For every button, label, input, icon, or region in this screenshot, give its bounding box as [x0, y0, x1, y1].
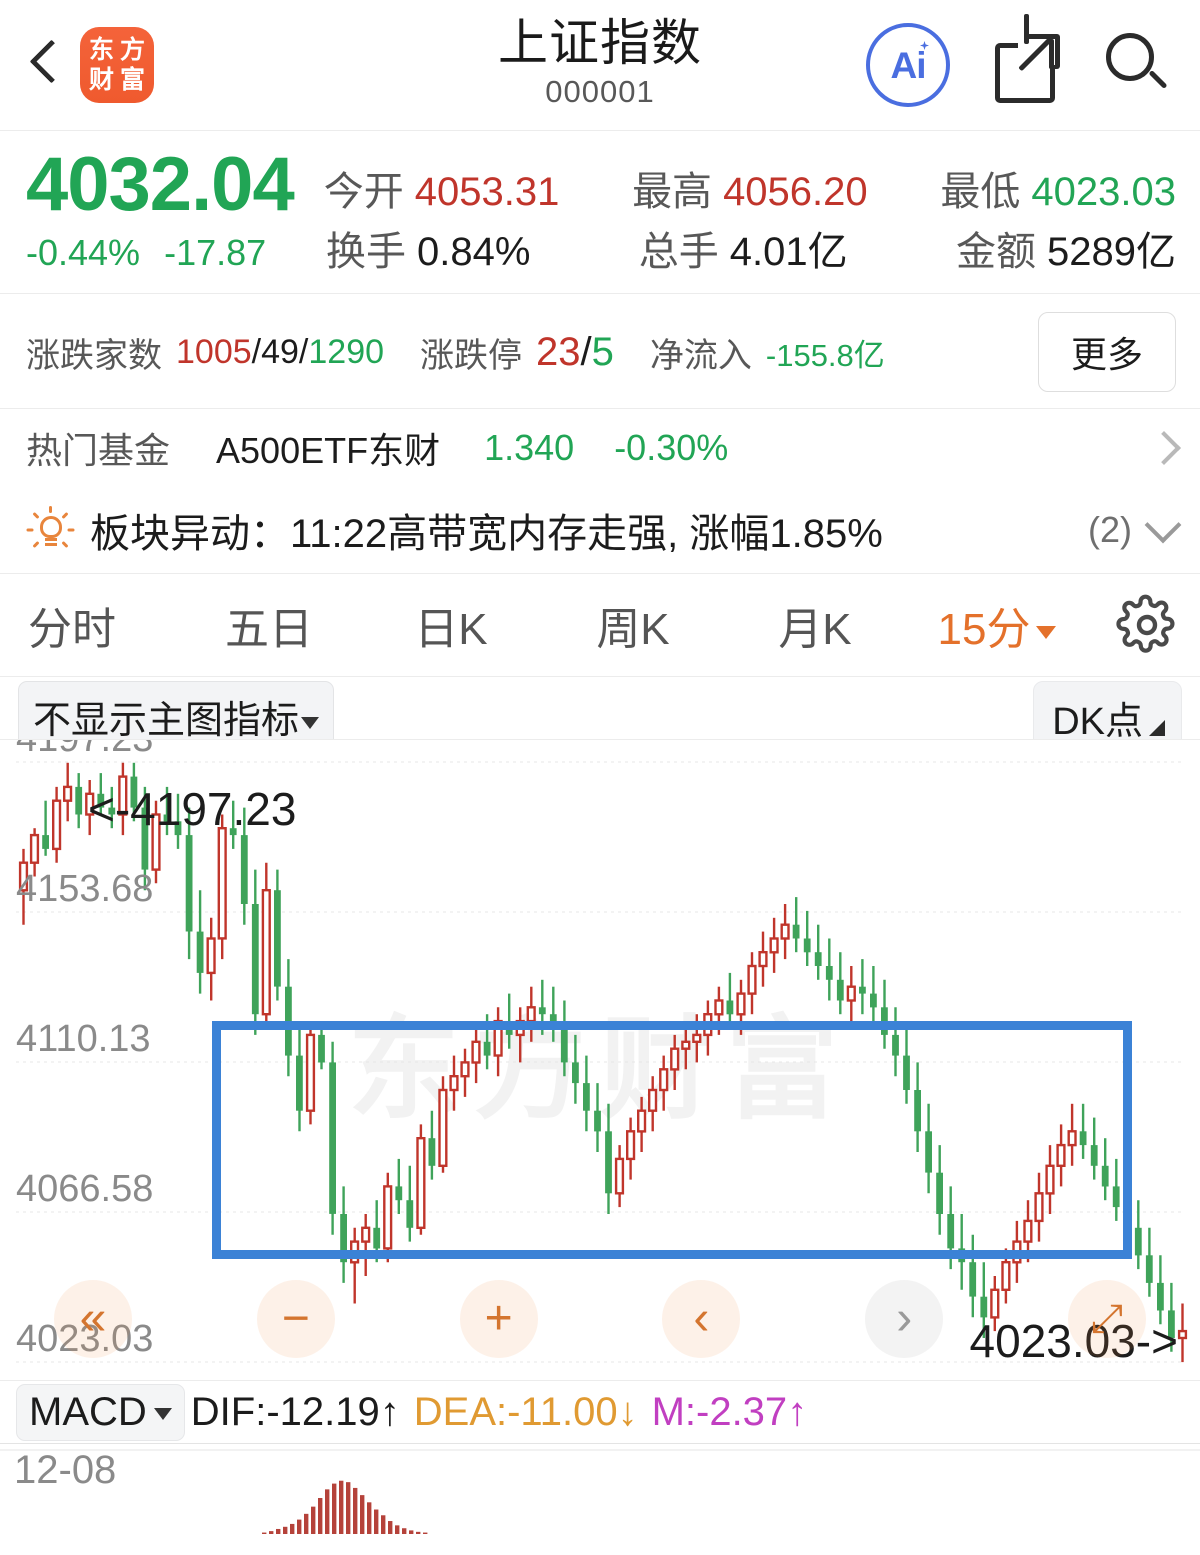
turnover-label: 换手 — [326, 230, 406, 274]
more-button[interactable]: 更多 — [1037, 312, 1176, 392]
divider — [0, 408, 1200, 409]
macd-dif-value: DIF:-12.19↑ — [190, 1389, 400, 1434]
limit-label: 涨跌停 — [420, 336, 523, 375]
turnover-value: 0.84% — [417, 230, 531, 274]
macd-header: MACD DIF:-12.19↑ DEA:-11.00↓ M:-2.37↑ — [0, 1381, 1200, 1443]
ai-label: Ai — [890, 44, 927, 86]
breadth-row: 涨跌家数 1005/49/1290 涨跌停 23/5 净流入 -155.8亿 更… — [0, 294, 1200, 408]
chevron-down-icon[interactable] — [1144, 506, 1182, 544]
limit-values: 23/5 — [536, 329, 614, 374]
macd-chart[interactable]: 12-08 — [0, 1443, 1200, 1555]
hot-fund-change: -0.30% — [614, 427, 729, 468]
hot-fund-label: 热门基金 — [26, 430, 171, 471]
low-label: 最低 — [940, 170, 1021, 214]
advdec-label: 涨跌家数 — [26, 336, 162, 375]
amount-label: 金额 — [956, 230, 1036, 274]
scroll-left-button[interactable]: ‹ — [662, 1280, 741, 1358]
chart-nav-buttons: « − + ‹ › ⤢ — [0, 1280, 1200, 1358]
macd-dea-value: DEA:-11.00↓ — [413, 1389, 638, 1434]
zoom-in-button[interactable]: + — [459, 1280, 538, 1358]
high-label: 最高 — [632, 170, 713, 214]
back-chevron-icon[interactable] — [22, 35, 68, 95]
macd-m-value: M:-2.37↑ — [651, 1389, 808, 1434]
logo-char: 方 — [119, 35, 145, 64]
quote-panel: 4032.04 今开 4053.31 最高 4056.20 最低 4023.03 -0… — [0, 131, 1200, 277]
candlestick-chart[interactable]: 东方财富 4197.23 4153.68 4110.13 4066.58 402… — [0, 739, 1200, 1381]
amount-value: 5289亿 — [1047, 230, 1176, 274]
tab-fenshi[interactable]: 分时 — [28, 605, 116, 654]
volume-value: 4.01亿 — [729, 230, 848, 274]
zoom-out-button[interactable]: − — [256, 1280, 335, 1358]
chart-controls: 不显示主图指标 DK点 — [0, 677, 1200, 754]
chevron-right-icon — [1147, 431, 1181, 465]
header-actions: Ai — [866, 23, 1174, 107]
volume-label: 总手 — [638, 230, 719, 274]
sector-alert-text: 板块异动：11:22高带宽内存走强, 涨幅1.85% — [90, 512, 883, 556]
logo-char: 富 — [119, 65, 145, 94]
sector-alert-row[interactable]: 板块异动：11:22高带宽内存走强, 涨幅1.85% (2) — [0, 487, 1200, 573]
chart-period-tabs: 分时 五日 日K 周K 月K 15分 — [0, 573, 1200, 677]
netflow-value: -155.8亿 — [765, 337, 885, 373]
high-value: 4056.20 — [723, 170, 868, 214]
tab-weekly-k[interactable]: 周K — [596, 605, 670, 654]
lightbulb-icon — [26, 506, 75, 554]
logo-char: 财 — [88, 65, 114, 94]
date-label: 12-08 — [14, 1448, 117, 1492]
share-icon[interactable] — [992, 31, 1060, 103]
ai-icon[interactable]: Ai — [866, 23, 950, 107]
logo-char: 东 — [88, 35, 114, 64]
tab-daily-k[interactable]: 日K — [414, 605, 488, 654]
sector-alert-count: (2) — [1088, 509, 1132, 550]
scroll-right-button[interactable]: › — [865, 1280, 944, 1358]
tab-wuri[interactable]: 五日 — [225, 605, 313, 654]
open-label: 今开 — [323, 170, 404, 214]
high-annotation: <-4197.23 — [88, 783, 297, 835]
search-icon[interactable] — [1102, 29, 1174, 101]
tab-15min[interactable]: 15分 — [906, 593, 1088, 657]
hot-fund-name: A500ETF东财 — [216, 430, 441, 471]
hot-fund-price: 1.340 — [484, 427, 575, 468]
divider — [0, 293, 1200, 294]
change-percent: -0.44% — [26, 232, 141, 273]
eastmoney-logo[interactable]: 东 方 财 富 — [80, 27, 154, 103]
low-annotation: 4023.03-> — [969, 1315, 1178, 1367]
advdec-values: 1005/49/1290 — [176, 332, 385, 371]
low-value: 4023.03 — [1031, 170, 1176, 214]
app-header: 东 方 财 富 上证指数 000001 Ai — [0, 0, 1200, 131]
fullscreen-button[interactable]: ⤢ — [1067, 1280, 1146, 1358]
change-absolute: -17.87 — [164, 232, 267, 273]
tab-monthly-k[interactable]: 月K — [778, 605, 852, 654]
fast-back-button[interactable]: « — [54, 1280, 132, 1358]
netflow-label: 净流入 — [649, 336, 752, 375]
macd-indicator-selector[interactable]: MACD — [16, 1383, 185, 1441]
current-price: 4032.04 — [26, 142, 295, 227]
open-value: 4053.31 — [414, 170, 560, 214]
hot-fund-row[interactable]: 热门基金 A500ETF东财 1.340 -0.30% — [0, 409, 1200, 487]
gear-icon[interactable] — [1116, 594, 1178, 656]
